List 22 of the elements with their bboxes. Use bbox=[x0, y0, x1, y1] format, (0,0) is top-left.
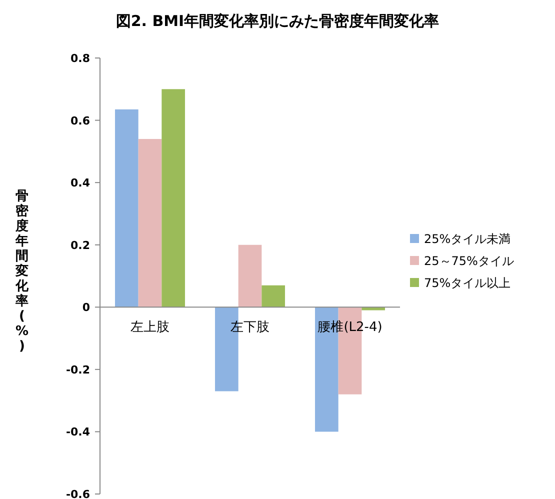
bar bbox=[238, 244, 262, 308]
x-tick-label: 左下肢 bbox=[230, 320, 270, 336]
x-tick-label: 腰椎(L2-4) bbox=[318, 320, 382, 336]
y-tick-label: 0.6 bbox=[70, 114, 90, 128]
y-tick-label: 0.8 bbox=[70, 52, 90, 65]
legend-label: 25～75%タイル bbox=[424, 254, 514, 268]
bar bbox=[115, 109, 138, 308]
bar bbox=[262, 285, 285, 308]
text: 骨密度年間変化率(%) bbox=[15, 189, 29, 354]
legend-label: 75%タイル以上 bbox=[424, 276, 511, 290]
bar bbox=[138, 138, 162, 308]
bar bbox=[162, 89, 185, 308]
x-tick-label: 左上肢 bbox=[130, 320, 170, 336]
y-tick-label: -0.2 bbox=[66, 363, 90, 376]
y-tick-label: 0.2 bbox=[70, 238, 90, 252]
y-tick-label: 0 bbox=[82, 301, 90, 314]
y-tick-label: -0.6 bbox=[66, 488, 90, 499]
bar bbox=[362, 307, 385, 310]
legend-label: 25%タイル未満 bbox=[424, 232, 511, 246]
y-tick-label: -0.4 bbox=[66, 426, 90, 439]
chart-title: 図2. BMI年間変化率別にみた骨密度年間変化率 bbox=[116, 12, 440, 30]
y-tick-label: 0.4 bbox=[70, 176, 90, 190]
